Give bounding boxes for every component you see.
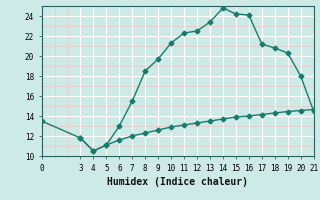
X-axis label: Humidex (Indice chaleur): Humidex (Indice chaleur)	[107, 177, 248, 187]
